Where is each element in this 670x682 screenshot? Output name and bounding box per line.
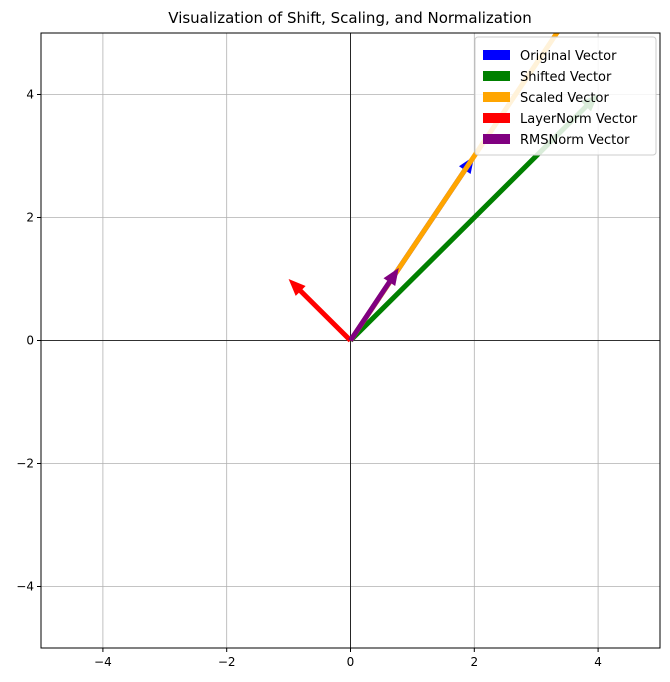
legend-swatch bbox=[483, 113, 510, 123]
y-tick-label: 0 bbox=[26, 334, 34, 348]
legend-label: Original Vector bbox=[520, 49, 617, 64]
y-tick-label: 4 bbox=[26, 88, 34, 102]
chart-title: Visualization of Shift, Scaling, and Nor… bbox=[168, 9, 531, 27]
legend-box bbox=[474, 36, 657, 156]
x-tick-label: 2 bbox=[470, 655, 478, 669]
vector-arrow-layernorm-vector bbox=[288, 279, 353, 343]
legend-label: Scaled Vector bbox=[520, 91, 609, 106]
x-tick-label: 0 bbox=[347, 655, 355, 669]
y-tick-label: −2 bbox=[16, 457, 34, 471]
vector-arrow-shifted-vector bbox=[348, 94, 599, 343]
y-tick-label: 2 bbox=[26, 211, 34, 225]
legend-swatch bbox=[483, 71, 510, 81]
legend-label: Shifted Vector bbox=[520, 70, 612, 85]
vector-arrow-rmsnorm-vector bbox=[348, 267, 399, 342]
x-tick-label: −2 bbox=[218, 655, 236, 669]
legend-swatch bbox=[483, 92, 510, 102]
legend: Original Vector Shifted Vector Scaled Vect… bbox=[474, 36, 657, 156]
x-tick-label: −4 bbox=[94, 655, 112, 669]
legend-swatch bbox=[483, 50, 510, 60]
x-tick-label: 4 bbox=[594, 655, 602, 669]
legend-label: LayerNorm Vector bbox=[520, 112, 638, 127]
ticks: −4 −2 0 2 4 −4 −2 0 2 4 bbox=[16, 88, 602, 670]
legend-label: RMSNorm Vector bbox=[520, 133, 630, 148]
y-tick-label: −4 bbox=[16, 580, 34, 594]
legend-swatch bbox=[483, 134, 510, 144]
